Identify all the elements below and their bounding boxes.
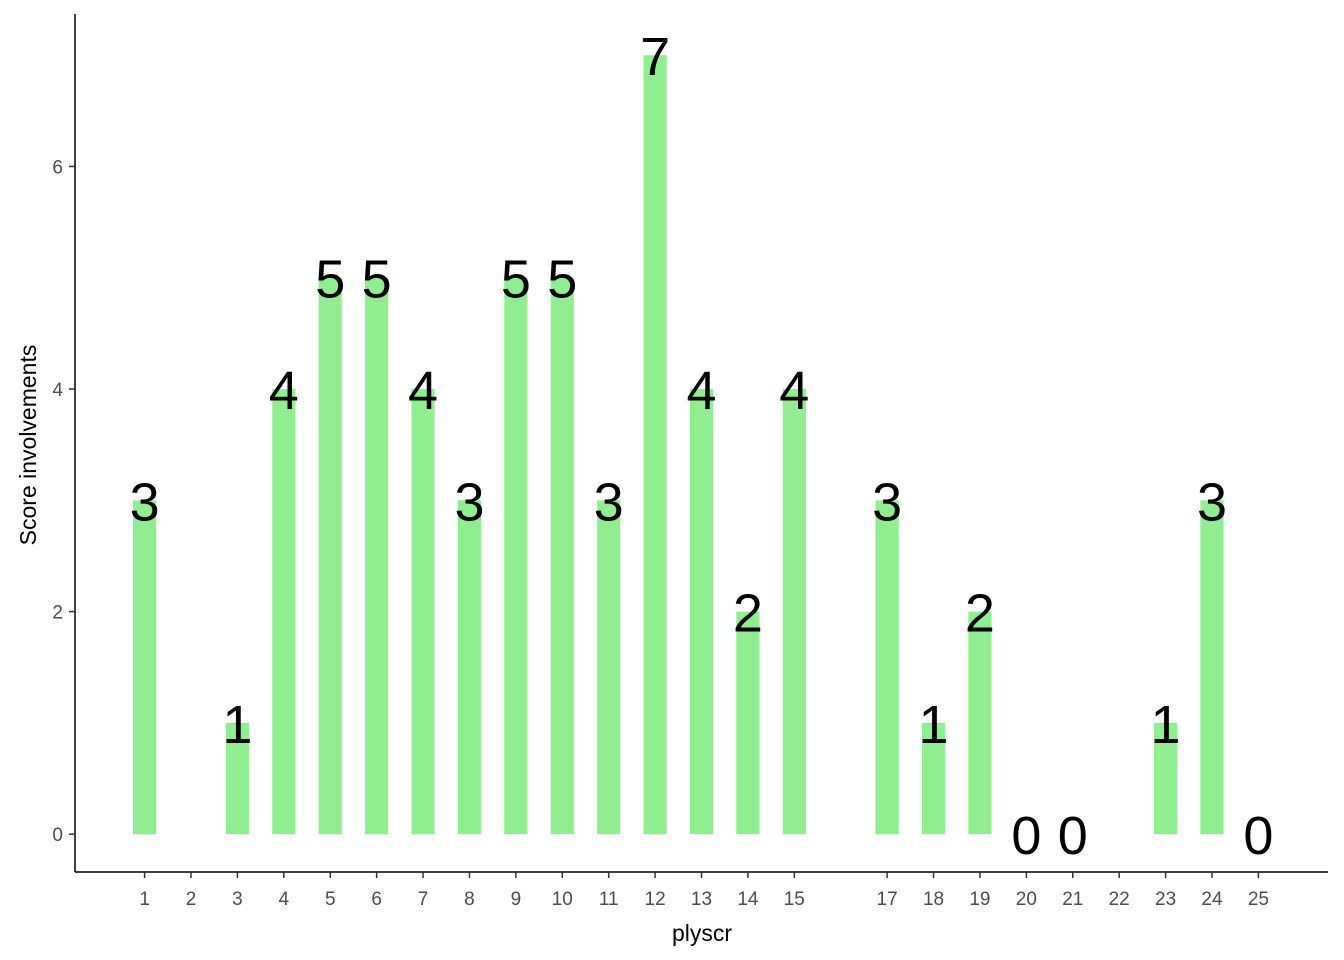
bar xyxy=(736,611,760,835)
x-axis-title: plyscr xyxy=(672,920,732,946)
bar xyxy=(550,277,574,835)
value-label: 0 xyxy=(1058,806,1088,866)
x-tick-label: 14 xyxy=(737,889,759,910)
bar xyxy=(643,55,667,835)
x-tick-label: 12 xyxy=(645,889,666,910)
x-tick-label: 21 xyxy=(1062,889,1083,910)
bar xyxy=(597,500,621,835)
x-tick-label: 5 xyxy=(325,889,336,910)
bar xyxy=(272,389,296,835)
y-tick-label: 6 xyxy=(52,157,63,178)
value-label: 4 xyxy=(686,361,716,421)
bar xyxy=(225,722,250,835)
x-tick-label: 19 xyxy=(969,889,990,910)
x-tick-label: 18 xyxy=(923,889,944,910)
x-tick-label: 11 xyxy=(599,889,619,910)
x-tick-label: 9 xyxy=(511,889,522,910)
value-label: 3 xyxy=(872,472,902,532)
value-label: 4 xyxy=(408,361,438,421)
value-label: 0 xyxy=(1011,806,1041,866)
bar xyxy=(968,611,992,835)
y-axis-title: Score involvements xyxy=(15,345,41,546)
x-tick-label: 1 xyxy=(139,889,150,910)
value-label: 5 xyxy=(547,250,577,310)
value-label: 3 xyxy=(130,472,160,532)
value-label: 5 xyxy=(501,250,531,310)
value-label: 4 xyxy=(779,361,809,421)
bar xyxy=(782,389,806,835)
x-tick-label: 17 xyxy=(877,889,898,910)
x-tick-label: 4 xyxy=(279,889,290,910)
x-tick-label: 24 xyxy=(1201,889,1223,910)
bar xyxy=(457,500,482,835)
bar xyxy=(689,389,714,835)
x-tick-label: 3 xyxy=(232,889,243,910)
x-tick-label: 15 xyxy=(784,889,805,910)
value-label: 7 xyxy=(640,27,670,87)
value-label: 5 xyxy=(362,250,392,310)
bar xyxy=(1153,722,1178,835)
x-tick-label: 20 xyxy=(1016,889,1037,910)
bar xyxy=(133,500,157,835)
x-tick-label: 7 xyxy=(418,889,429,910)
value-label: 0 xyxy=(1243,806,1273,866)
y-tick-label: 2 xyxy=(52,603,63,624)
bar xyxy=(921,722,946,835)
x-tick-label: 8 xyxy=(464,889,475,910)
bar xyxy=(504,277,528,835)
value-label: 3 xyxy=(454,472,484,532)
value-label: 3 xyxy=(1197,472,1227,532)
value-label: 3 xyxy=(594,472,624,532)
x-tick-label: 13 xyxy=(691,889,712,910)
x-tick-label: 25 xyxy=(1248,889,1269,910)
x-tick-label: 6 xyxy=(371,889,382,910)
x-tick-label: 23 xyxy=(1155,889,1176,910)
bar xyxy=(365,277,389,835)
x-tick-label: 2 xyxy=(186,889,197,910)
value-label: 1 xyxy=(1151,695,1181,755)
bar xyxy=(411,389,435,835)
x-tick-label: 22 xyxy=(1109,889,1130,910)
y-tick-label: 4 xyxy=(52,380,63,401)
value-label: 2 xyxy=(733,584,763,644)
value-label: 5 xyxy=(315,250,345,310)
bar xyxy=(875,500,899,835)
bar xyxy=(318,277,342,835)
bar xyxy=(1200,500,1224,835)
y-tick-label: 0 xyxy=(52,825,63,846)
value-label: 4 xyxy=(269,361,299,421)
value-label: 2 xyxy=(965,584,995,644)
value-label: 1 xyxy=(222,695,252,755)
value-label: 1 xyxy=(919,695,949,755)
x-tick-label: 10 xyxy=(552,889,573,910)
